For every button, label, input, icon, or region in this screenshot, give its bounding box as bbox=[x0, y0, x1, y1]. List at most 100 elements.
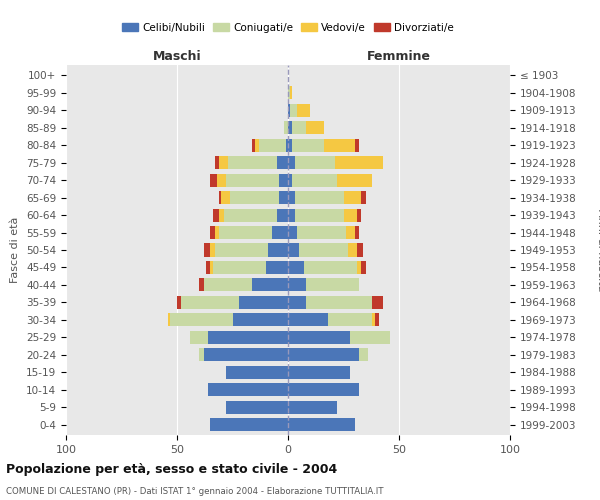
Bar bbox=[219, 156, 228, 170]
Bar bbox=[355, 138, 359, 152]
Bar bbox=[277, 156, 288, 170]
Bar bbox=[210, 174, 217, 186]
Bar bbox=[295, 191, 343, 204]
Bar bbox=[357, 244, 364, 256]
Bar bbox=[181, 296, 239, 309]
Bar bbox=[233, 314, 288, 326]
Bar bbox=[346, 226, 355, 239]
Bar bbox=[335, 156, 383, 170]
Bar bbox=[217, 174, 226, 186]
Bar bbox=[373, 314, 374, 326]
Bar bbox=[288, 122, 292, 134]
Bar bbox=[288, 296, 306, 309]
Bar bbox=[286, 138, 288, 152]
Bar bbox=[208, 383, 288, 396]
Bar bbox=[266, 261, 288, 274]
Bar bbox=[190, 330, 208, 344]
Bar bbox=[374, 314, 379, 326]
Bar bbox=[288, 418, 355, 431]
Bar bbox=[219, 226, 272, 239]
Bar bbox=[304, 261, 357, 274]
Bar bbox=[288, 191, 295, 204]
Bar bbox=[288, 366, 350, 378]
Bar bbox=[288, 383, 359, 396]
Legend: Celibi/Nubili, Coniugati/e, Vedovi/e, Divorziati/e: Celibi/Nubili, Coniugati/e, Vedovi/e, Di… bbox=[118, 18, 458, 36]
Bar bbox=[328, 314, 373, 326]
Bar bbox=[224, 208, 277, 222]
Bar bbox=[259, 138, 286, 152]
Bar bbox=[203, 348, 288, 362]
Bar bbox=[323, 138, 355, 152]
Bar bbox=[292, 138, 323, 152]
Bar bbox=[199, 278, 203, 291]
Bar bbox=[177, 296, 181, 309]
Bar bbox=[306, 278, 359, 291]
Bar bbox=[226, 366, 288, 378]
Y-axis label: Anni di nascita: Anni di nascita bbox=[596, 209, 600, 291]
Bar bbox=[211, 226, 215, 239]
Bar bbox=[219, 208, 224, 222]
Bar bbox=[357, 208, 361, 222]
Bar bbox=[230, 191, 279, 204]
Bar bbox=[239, 296, 288, 309]
Bar bbox=[350, 330, 390, 344]
Bar bbox=[297, 226, 346, 239]
Bar bbox=[361, 261, 366, 274]
Bar bbox=[208, 330, 288, 344]
Bar bbox=[361, 191, 366, 204]
Bar bbox=[199, 348, 203, 362]
Bar bbox=[253, 278, 288, 291]
Bar bbox=[210, 261, 212, 274]
Bar bbox=[279, 191, 288, 204]
Bar bbox=[211, 418, 288, 431]
Bar bbox=[337, 174, 373, 186]
Bar bbox=[288, 314, 328, 326]
Bar bbox=[226, 174, 279, 186]
Bar bbox=[215, 226, 219, 239]
Bar bbox=[355, 226, 359, 239]
Bar bbox=[253, 138, 254, 152]
Bar bbox=[288, 174, 292, 186]
Bar bbox=[279, 174, 288, 186]
Bar bbox=[221, 191, 230, 204]
Bar bbox=[306, 122, 323, 134]
Bar bbox=[343, 208, 357, 222]
Bar bbox=[290, 104, 297, 117]
Bar bbox=[292, 122, 306, 134]
Bar bbox=[288, 208, 295, 222]
Bar bbox=[254, 138, 259, 152]
Bar bbox=[288, 330, 350, 344]
Y-axis label: Fasce di età: Fasce di età bbox=[10, 217, 20, 283]
Bar bbox=[288, 226, 297, 239]
Bar bbox=[277, 208, 288, 222]
Bar bbox=[284, 122, 288, 134]
Text: COMUNE DI CALESTANO (PR) - Dati ISTAT 1° gennaio 2004 - Elaborazione TUTTITALIA.: COMUNE DI CALESTANO (PR) - Dati ISTAT 1°… bbox=[6, 488, 383, 496]
Bar bbox=[203, 244, 211, 256]
Bar bbox=[226, 400, 288, 413]
Bar bbox=[348, 244, 357, 256]
Bar bbox=[212, 261, 266, 274]
Bar bbox=[288, 104, 290, 117]
Bar bbox=[357, 261, 361, 274]
Bar bbox=[288, 261, 304, 274]
Bar bbox=[228, 156, 277, 170]
Bar bbox=[203, 278, 253, 291]
Bar bbox=[292, 174, 337, 186]
Bar bbox=[288, 278, 306, 291]
Text: Femmine: Femmine bbox=[367, 50, 431, 64]
Bar bbox=[211, 244, 215, 256]
Bar bbox=[288, 138, 292, 152]
Bar bbox=[219, 191, 221, 204]
Bar bbox=[288, 86, 290, 100]
Bar bbox=[288, 400, 337, 413]
Bar bbox=[268, 244, 288, 256]
Text: Popolazione per età, sesso e stato civile - 2004: Popolazione per età, sesso e stato civil… bbox=[6, 462, 337, 475]
Bar bbox=[215, 244, 268, 256]
Bar bbox=[295, 208, 343, 222]
Bar bbox=[290, 86, 292, 100]
Bar bbox=[295, 156, 335, 170]
Bar bbox=[306, 296, 373, 309]
Bar bbox=[359, 348, 368, 362]
Bar bbox=[215, 156, 219, 170]
Bar bbox=[206, 261, 211, 274]
